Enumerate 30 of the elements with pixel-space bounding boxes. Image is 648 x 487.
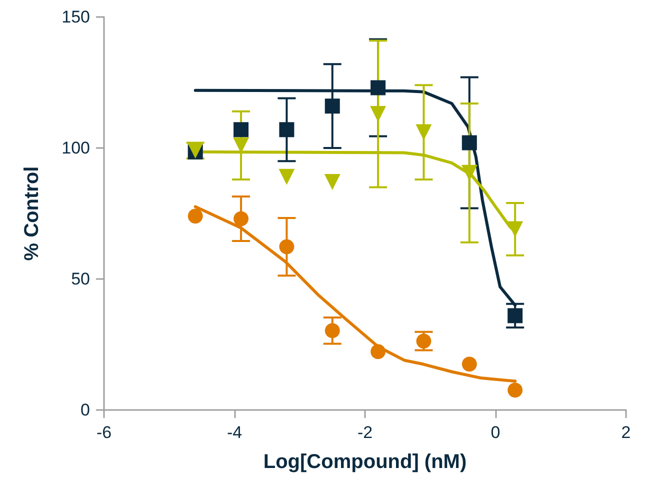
point xyxy=(234,122,249,138)
x-tick-label: -4 xyxy=(226,423,242,442)
point xyxy=(234,211,249,226)
x-tick-label: -6 xyxy=(96,423,112,442)
y-tick-label: 150 xyxy=(62,8,90,26)
point xyxy=(188,208,203,224)
point xyxy=(416,124,432,140)
point xyxy=(462,356,477,372)
point xyxy=(324,323,340,338)
y-tick-label: 50 xyxy=(71,270,90,288)
x-tick-label: 0 xyxy=(490,423,500,442)
point xyxy=(508,382,523,398)
y-tick-label: 0 xyxy=(80,400,90,420)
point xyxy=(461,164,478,181)
point xyxy=(462,135,477,150)
point xyxy=(370,106,386,122)
x-tick-label: 2 xyxy=(621,423,631,442)
point xyxy=(324,174,340,190)
point xyxy=(508,308,523,324)
y-axis-title: % Control xyxy=(21,166,43,261)
point xyxy=(370,344,386,360)
point xyxy=(324,98,340,114)
x-axis-title: Log[Compound] (nM) xyxy=(263,451,467,473)
x-tick-label: -2 xyxy=(357,423,373,442)
point xyxy=(278,168,295,185)
point xyxy=(279,122,294,138)
point xyxy=(370,80,386,96)
point xyxy=(279,239,294,254)
y-tick-label: 100 xyxy=(62,138,90,158)
point xyxy=(507,221,524,238)
